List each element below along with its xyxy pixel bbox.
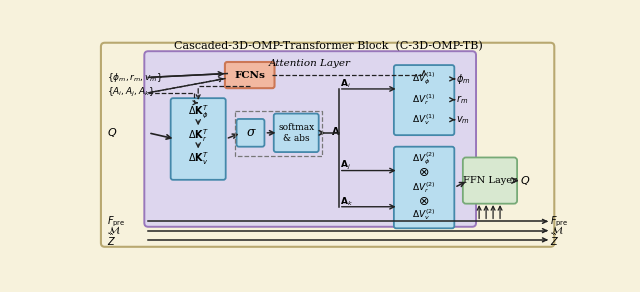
FancyBboxPatch shape	[101, 43, 554, 247]
Text: $\{\phi_m,r_m,v_m\}$: $\{\phi_m,r_m,v_m\}$	[107, 71, 163, 84]
Text: $\otimes$: $\otimes$	[419, 195, 429, 208]
Text: $\{A_i,A_j,A_k\}$: $\{A_i,A_j,A_k\}$	[107, 86, 155, 99]
FancyBboxPatch shape	[394, 147, 454, 228]
Text: $\Delta\mathbf{K}_v^T$: $\Delta\mathbf{K}_v^T$	[188, 151, 209, 167]
Text: σ: σ	[246, 126, 255, 139]
Text: $\Delta\mathbf{K}_r^T$: $\Delta\mathbf{K}_r^T$	[188, 127, 209, 144]
Text: $\mathbf{A}$: $\mathbf{A}$	[331, 125, 340, 137]
FancyBboxPatch shape	[171, 98, 226, 180]
Text: $Q$: $Q$	[107, 126, 117, 139]
Text: $\Delta V_\phi^{(2)}$: $\Delta V_\phi^{(2)}$	[412, 151, 436, 167]
Text: $\Delta V_v^{(2)}$: $\Delta V_v^{(2)}$	[412, 207, 436, 222]
Text: $\phi_m$: $\phi_m$	[456, 72, 470, 86]
Text: $\mathcal{M}$: $\mathcal{M}$	[550, 225, 563, 237]
Text: $\Delta V_r^{(1)}$: $\Delta V_r^{(1)}$	[412, 92, 436, 107]
FancyBboxPatch shape	[463, 157, 517, 204]
Text: Attention Layer: Attention Layer	[269, 59, 351, 68]
FancyBboxPatch shape	[145, 51, 476, 227]
Text: $\Delta V_v^{(1)}$: $\Delta V_v^{(1)}$	[412, 112, 436, 127]
Text: $F_\mathrm{pre}$: $F_\mathrm{pre}$	[107, 214, 125, 229]
FancyBboxPatch shape	[237, 119, 264, 147]
Text: $\mathbf{A}_k$: $\mathbf{A}_k$	[340, 195, 353, 208]
Text: FFN Layer: FFN Layer	[463, 176, 517, 185]
Text: $\hat{Z}$: $\hat{Z}$	[107, 232, 116, 248]
Text: $\Delta V_\phi^{(1)}$: $\Delta V_\phi^{(1)}$	[412, 71, 436, 87]
Text: $Q$: $Q$	[520, 174, 531, 187]
Text: $\Delta V_r^{(2)}$: $\Delta V_r^{(2)}$	[412, 180, 436, 195]
FancyBboxPatch shape	[225, 62, 275, 88]
Text: $\mathbf{A}_i$: $\mathbf{A}_i$	[340, 77, 351, 90]
Text: $r_m$: $r_m$	[456, 93, 468, 106]
Text: FCNs: FCNs	[234, 71, 265, 80]
Text: $\mathcal{M}$: $\mathcal{M}$	[107, 225, 121, 237]
Text: $v_m$: $v_m$	[456, 114, 470, 126]
Text: Cascaded-3D-OMP-Transformer Block  (C-3D-OMP-TB): Cascaded-3D-OMP-Transformer Block (C-3D-…	[173, 41, 483, 51]
FancyBboxPatch shape	[394, 65, 454, 135]
Text: $\otimes$: $\otimes$	[419, 166, 429, 179]
FancyBboxPatch shape	[274, 114, 319, 152]
Text: $\hat{Z}$: $\hat{Z}$	[550, 232, 559, 248]
Text: softmax
& abs: softmax & abs	[278, 123, 314, 142]
Text: $\Delta\mathbf{K}_\phi^T$: $\Delta\mathbf{K}_\phi^T$	[188, 103, 209, 121]
Text: $F_\mathrm{pre}$: $F_\mathrm{pre}$	[550, 214, 568, 229]
Text: $\mathbf{A}_j$: $\mathbf{A}_j$	[340, 159, 351, 172]
